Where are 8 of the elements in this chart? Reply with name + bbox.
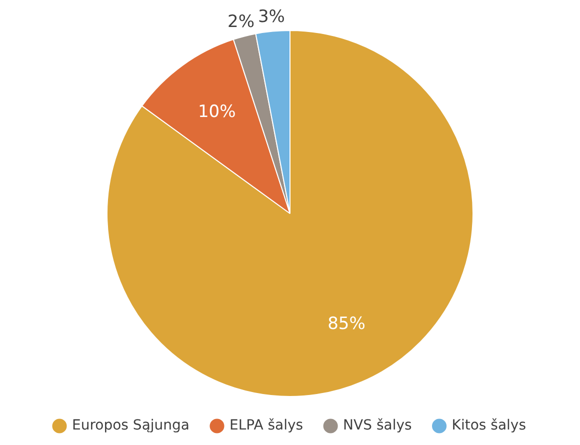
data-label: 10% [198, 102, 236, 122]
legend-label: Europos Sąjunga [72, 418, 190, 434]
legend-label: Kitos šalys [452, 418, 526, 434]
data-label: 85% [328, 314, 366, 334]
legend-label: NVS šalys [343, 418, 412, 434]
data-label: 3% [258, 6, 285, 27]
data-label: 2% [228, 12, 254, 32]
legend-label: ELPA šalys [230, 418, 304, 434]
